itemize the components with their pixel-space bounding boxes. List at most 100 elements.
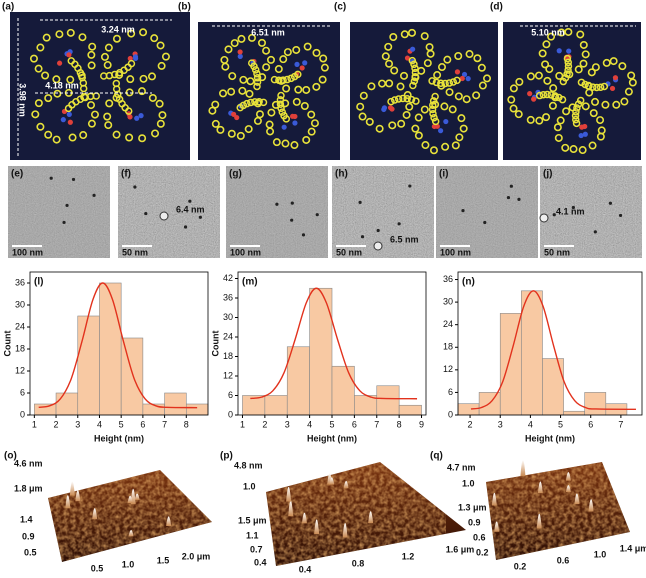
particle	[183, 225, 188, 229]
ring	[545, 65, 554, 74]
x-tick-label: 1.5	[157, 555, 170, 565]
ring	[535, 116, 544, 125]
ring	[465, 50, 474, 59]
x-tick-label: 2	[54, 419, 59, 429]
ring	[534, 71, 543, 80]
x-tick-label: 1.4 μm	[620, 543, 646, 553]
afm-spike	[286, 486, 292, 502]
tem-panel: (g) 100 nm	[226, 166, 328, 258]
y-tick-label: 42	[223, 273, 233, 283]
ring	[423, 59, 432, 68]
x-tick-label: 6	[588, 419, 593, 429]
y-tick-label: 30	[443, 296, 453, 306]
panel-label: (d)	[490, 2, 503, 13]
ring	[156, 119, 165, 128]
scale-label: 100 nm	[230, 247, 261, 257]
ring	[150, 34, 159, 43]
bar	[542, 358, 564, 416]
ring	[397, 119, 406, 128]
particle-size: 4.1 nm	[556, 206, 585, 216]
x-tick-label: 2	[262, 419, 267, 429]
ring	[421, 141, 430, 150]
ring	[585, 82, 593, 90]
ring	[433, 71, 442, 80]
x-tick-label: 0.8	[352, 558, 365, 568]
ring	[554, 133, 563, 142]
ring	[579, 40, 588, 49]
x-tick-label: 1.2	[402, 551, 415, 561]
ring	[68, 133, 77, 142]
scale-label: 50 nm	[336, 247, 362, 257]
ring	[44, 94, 53, 103]
x-tick-label: 4	[307, 419, 312, 429]
ring	[55, 30, 64, 39]
atom	[438, 128, 444, 134]
particle	[358, 200, 362, 204]
ring	[539, 91, 548, 99]
x-tick-label: 0.5	[91, 563, 104, 573]
ring	[420, 105, 429, 114]
panel-label: (j)	[543, 169, 552, 180]
structure-panel: (d) 5.10 nm	[490, 2, 641, 160]
ring	[246, 77, 255, 86]
ring	[211, 119, 220, 128]
ring	[220, 55, 229, 64]
ring	[618, 62, 627, 71]
ring	[259, 98, 268, 107]
ring	[430, 113, 438, 122]
panel-label: (g)	[229, 169, 242, 180]
atom	[60, 117, 66, 123]
ring	[412, 97, 420, 105]
ring	[277, 104, 285, 113]
ring	[572, 108, 580, 116]
ring	[253, 69, 261, 78]
ring	[279, 55, 288, 64]
ring	[409, 81, 417, 90]
panel-label: (i)	[439, 169, 448, 180]
x-axis-label: Height (nm)	[525, 433, 575, 443]
ring	[473, 54, 482, 63]
particle	[408, 184, 412, 188]
ring	[126, 75, 135, 84]
bar	[99, 282, 122, 416]
atom	[404, 55, 411, 61]
afm-panel: (q) 4.7 nm 1.0 1.3 μm 0.9 0.6 0.2 0.2 0.6 1.0 1.4 …	[430, 451, 646, 572]
ring	[526, 72, 535, 81]
ring	[302, 135, 311, 144]
y-tick-label: 12	[15, 365, 25, 375]
plot-frame	[29, 271, 209, 416]
ring	[307, 110, 316, 119]
ring	[563, 70, 571, 78]
ring	[292, 45, 301, 54]
ring	[572, 115, 580, 124]
atom	[556, 48, 562, 54]
ring	[600, 82, 609, 91]
ring	[90, 110, 99, 119]
ring	[127, 29, 136, 38]
ring	[41, 71, 50, 80]
ring	[564, 27, 573, 36]
ring	[596, 83, 605, 91]
ring	[553, 123, 562, 132]
ring	[548, 101, 557, 110]
ring	[36, 122, 45, 131]
ring	[538, 49, 547, 58]
afm-spike	[537, 481, 543, 494]
atom	[234, 114, 240, 121]
ring	[445, 88, 454, 97]
ring	[408, 56, 417, 65]
ring	[103, 61, 112, 70]
ring	[591, 97, 600, 106]
ring	[410, 77, 419, 85]
fit-curve	[250, 287, 418, 400]
ring	[581, 102, 590, 111]
atom	[431, 123, 437, 130]
y-tick-label: 1.0	[243, 481, 256, 491]
ring	[564, 58, 572, 67]
ring	[385, 59, 394, 68]
y-tick-label: 6	[20, 387, 25, 397]
afm-spike	[368, 511, 374, 524]
ring	[549, 84, 558, 93]
afm-spike	[69, 481, 75, 496]
